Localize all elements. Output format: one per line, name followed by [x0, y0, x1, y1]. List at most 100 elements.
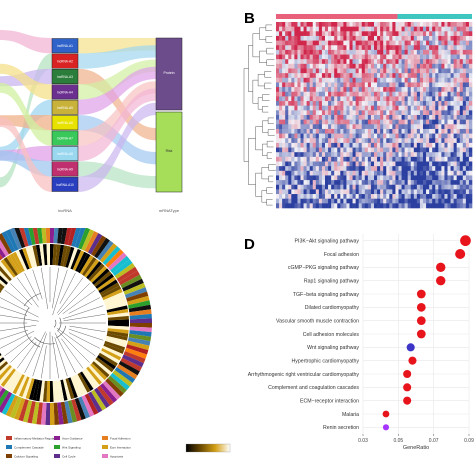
heatmap-cell [377, 133, 381, 139]
heatmap-cell [288, 119, 292, 125]
circular-outer-segment [23, 228, 33, 246]
heatmap-cell [367, 180, 372, 186]
heatmap-cell [312, 45, 317, 51]
heatmap-cell [380, 175, 384, 181]
heatmap-cell [306, 101, 310, 106]
heatmap-cell [468, 128, 473, 134]
heatmap-cell [343, 40, 347, 46]
heatmap-cell [413, 68, 418, 74]
heatmap-cell [276, 31, 280, 37]
heatmap-cell [325, 45, 329, 51]
heatmap-cell [453, 110, 457, 116]
heatmap-cell [355, 119, 359, 125]
heatmap-cell [383, 49, 387, 55]
circular-tree-branch [0, 329, 29, 340]
heatmap-cell [380, 184, 384, 190]
heatmap-cell [453, 91, 457, 97]
heatmap-cell [328, 175, 332, 181]
heatmap-cell [438, 147, 442, 153]
heatmap-cell [303, 26, 307, 32]
heatmap-cell [413, 133, 418, 139]
heatmap-cell [337, 175, 341, 181]
heatmap-cell [426, 128, 430, 134]
heatmap-cell [340, 194, 344, 199]
heatmap-cell [288, 115, 292, 120]
dendrogram-branch [257, 74, 265, 87]
heatmap-cell [291, 138, 295, 144]
heatmap-cell [423, 128, 427, 134]
heatmap-cell [392, 77, 396, 83]
heatmap-cell [361, 170, 366, 176]
heatmap-cell [453, 73, 457, 79]
heatmap-cell [358, 96, 363, 102]
heatmap-cell [377, 115, 381, 120]
heatmap-cell [276, 156, 280, 162]
heatmap-cell [374, 96, 378, 102]
heatmap-cell [334, 175, 338, 181]
heatmap-cell [337, 68, 341, 74]
data-point [403, 369, 412, 379]
heatmap-cell [358, 189, 363, 195]
heatmap-cell [401, 63, 405, 69]
heatmap-cell [309, 124, 314, 130]
sankey-node [51, 161, 79, 177]
heatmap-cell [340, 63, 344, 69]
heatmap-cell [364, 198, 369, 204]
heatmap-cell [407, 45, 412, 51]
heatmap-cell [367, 198, 372, 204]
circular-outer-segment [129, 309, 152, 316]
circular-outer-segment [36, 402, 43, 425]
heatmap-cell [294, 40, 298, 46]
heatmap-cell [456, 156, 461, 162]
heatmap-cell [377, 22, 381, 27]
heatmap-cell [312, 35, 317, 41]
circular-tree-branch [4, 336, 32, 357]
heatmap-cell [383, 194, 387, 199]
heatmap-cell [309, 77, 314, 83]
heatmap-cell [386, 156, 390, 162]
heatmap-cell [370, 22, 375, 27]
heatmap-cell [306, 31, 310, 37]
panel-label-d: D [244, 236, 255, 253]
heatmap-cell [361, 22, 366, 27]
heatmap-cell [279, 77, 283, 83]
heatmap-cell [282, 54, 286, 60]
heatmap-cell [429, 22, 433, 27]
heatmap-cell [340, 170, 344, 176]
heatmap-cell [374, 35, 378, 41]
heatmap-cell [352, 128, 356, 134]
heatmap-cell [416, 180, 421, 186]
heatmap-cell [334, 156, 338, 162]
heatmap-cell [456, 180, 461, 186]
heatmap-cell [303, 203, 307, 209]
heatmap-cell [423, 68, 427, 74]
heatmap-cell [395, 138, 399, 144]
heatmap-cell [429, 101, 433, 106]
heatmap-cell [282, 26, 286, 32]
heatmap-cell [315, 49, 320, 55]
heatmap-cell [429, 45, 433, 51]
heatmap-cell [413, 40, 418, 46]
heatmap-cell [346, 142, 350, 148]
circular-outer-segment [0, 239, 9, 257]
heatmap-cell [456, 49, 461, 55]
circular-inner-segment [0, 270, 10, 283]
heatmap-cell [288, 128, 292, 134]
heatmap-cell [447, 198, 451, 204]
heatmap-cell [447, 82, 451, 88]
heatmap-cell [447, 73, 451, 79]
heatmap-cell [309, 82, 314, 88]
heatmap-cell [419, 138, 424, 144]
heatmap-cell [318, 128, 323, 134]
heatmap-cell [435, 31, 439, 37]
heatmap-cell [432, 189, 436, 195]
heatmap-cell [404, 152, 408, 158]
heatmap-cell [404, 40, 408, 46]
heatmap-cell [413, 82, 418, 88]
heatmap-cell [318, 54, 323, 60]
heatmap-cell [364, 22, 369, 27]
data-point [403, 396, 412, 405]
heatmap-cell [374, 105, 378, 111]
heatmap-cell [367, 189, 372, 195]
heatmap-cell [370, 40, 375, 46]
